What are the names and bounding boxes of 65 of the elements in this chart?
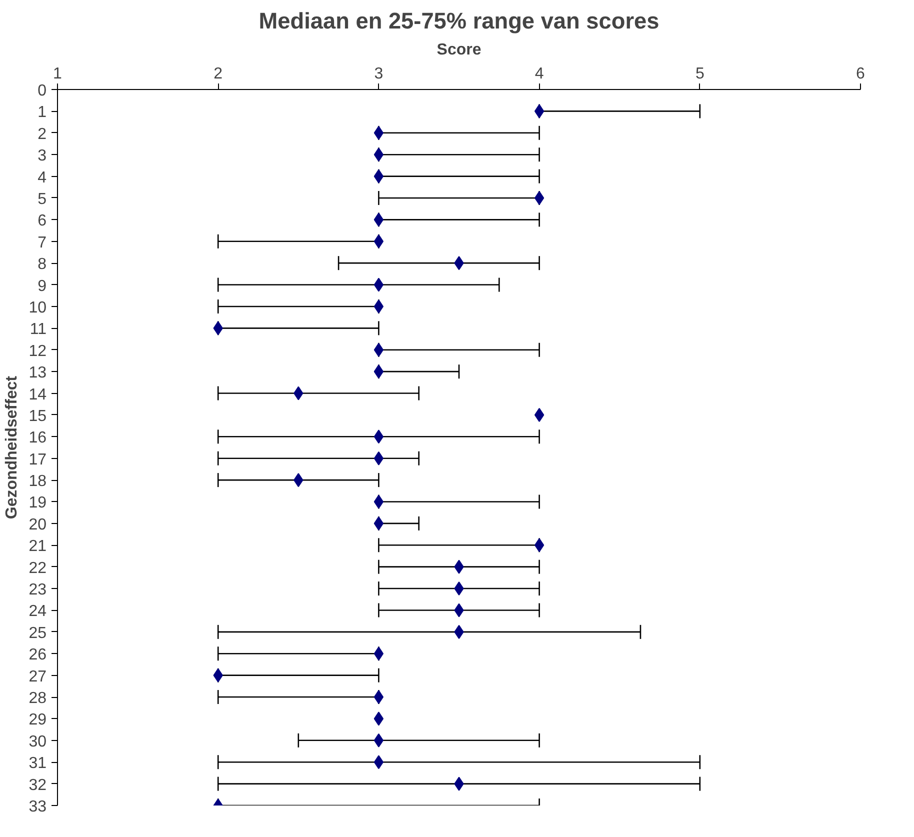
- point: [374, 299, 384, 314]
- point: [374, 494, 384, 509]
- point: [374, 733, 384, 748]
- point: [374, 278, 384, 292]
- point: [374, 212, 384, 227]
- x-tick-label: 1: [53, 66, 62, 82]
- y-tick-label: 8: [38, 256, 47, 274]
- y-tick-label: 5: [38, 190, 47, 208]
- y-tick-label: 24: [28, 603, 47, 620]
- chart-title: Mediaan en 25-75% range van scores: [258, 8, 660, 34]
- y-tick-label: 25: [28, 624, 47, 642]
- y-tick-label: 10: [28, 299, 47, 316]
- y-tick-label: 23: [28, 582, 47, 599]
- x-tick-label: 6: [856, 66, 866, 82]
- y-tick-label: 1: [38, 104, 47, 122]
- x-tick-label: 5: [695, 66, 704, 82]
- point: [534, 190, 544, 205]
- point: [374, 690, 384, 704]
- y-tick-label: 9: [38, 278, 47, 295]
- y-tick-label: 4: [38, 169, 47, 186]
- point: [374, 646, 384, 661]
- y-tick-label: 28: [28, 690, 47, 708]
- point: [374, 430, 384, 444]
- y-tick-label: 26: [28, 646, 47, 664]
- y-tick-label: 16: [28, 430, 47, 447]
- y-tick-label: 30: [28, 733, 47, 750]
- y-tick-label: 32: [28, 776, 47, 794]
- point: [534, 104, 544, 118]
- point: [374, 169, 384, 184]
- y-tick-label: 12: [28, 342, 47, 360]
- y-tick-label: 19: [28, 494, 47, 512]
- y-tick-label: 20: [28, 516, 47, 534]
- point: [374, 342, 384, 357]
- x-tick-label: 2: [214, 66, 223, 82]
- y-tick-label: 15: [28, 408, 47, 425]
- y-tick-label: 31: [28, 755, 47, 772]
- y-tick-label: 18: [28, 473, 47, 490]
- y-axis-title: Gezondheidseffect: [4, 375, 21, 520]
- y-tick-label: 33: [28, 798, 47, 816]
- point: [374, 148, 384, 162]
- y-tick-label: 21: [28, 538, 47, 556]
- y-tick-label: 11: [30, 321, 47, 338]
- y-tick-label: 17: [28, 451, 47, 468]
- y-tick-label: 3: [38, 148, 47, 165]
- y-tick-label: 0: [38, 82, 47, 100]
- point: [534, 408, 544, 422]
- point: [374, 234, 384, 248]
- y-tick-label: 13: [28, 364, 47, 382]
- y-tick-label: 2: [38, 126, 47, 143]
- point: [374, 451, 384, 466]
- y-tick-label: 14: [28, 386, 47, 404]
- y-tick-label: 29: [28, 712, 47, 729]
- point: [374, 755, 384, 770]
- y-tick-label: 27: [28, 668, 47, 686]
- x-tick-label: 4: [534, 66, 544, 82]
- y-tick-label: 7: [38, 234, 47, 252]
- point: [374, 712, 384, 726]
- point: [534, 538, 544, 552]
- point: [374, 126, 384, 140]
- y-tick-label: 22: [28, 560, 47, 577]
- x-axis-title: Score: [436, 42, 482, 58]
- point: [374, 516, 384, 530]
- point: [374, 364, 384, 379]
- y-tick-label: 6: [38, 212, 47, 230]
- x-tick-label: 3: [374, 66, 384, 82]
